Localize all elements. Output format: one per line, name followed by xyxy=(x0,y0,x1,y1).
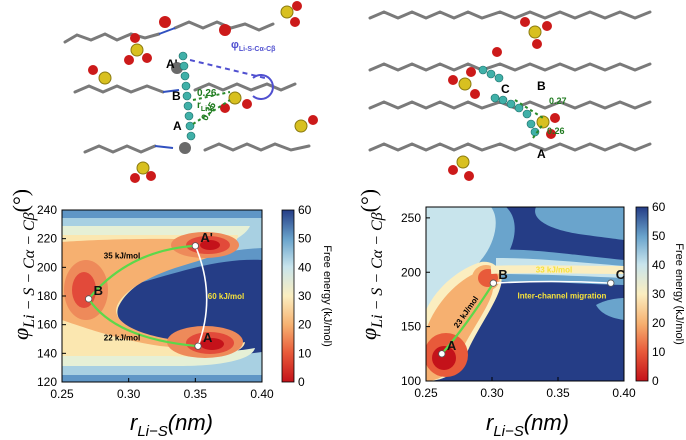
right-minimum-marker xyxy=(489,279,497,287)
left-ylabel-sub: Li − S − Cα − Cβ xyxy=(21,212,38,328)
distance-label-1: 0.26 xyxy=(197,88,217,99)
right-colorbar-tick: 0 xyxy=(652,374,659,388)
right-colorbar-tick: 60 xyxy=(652,200,666,214)
right-xtick-label: 0.25 xyxy=(414,386,438,400)
left-ytick-label: 160 xyxy=(37,318,57,332)
left-ytick-label: 120 xyxy=(37,375,57,389)
right-colorbar-tick: 40 xyxy=(652,258,666,272)
right-energy-annotation: Inter-channel migration xyxy=(518,291,607,300)
left-colorbar-tick: 10 xyxy=(298,346,312,360)
left-colorbar-tick: 0 xyxy=(298,375,305,389)
left-xlabel-unit: (nm) xyxy=(168,410,213,435)
left-xlabel-sub: Li−S xyxy=(137,423,167,440)
right-minimum-label: A xyxy=(447,338,457,353)
distance-name-sub: Li-S xyxy=(201,106,215,113)
svg-text:rLi-S: rLi-S xyxy=(197,100,214,113)
left-ytick-label: 240 xyxy=(37,203,57,217)
distance-label-right-2: 0.26 xyxy=(547,126,565,136)
angle-name-sub: Li-S-Cα-Cβ xyxy=(239,46,276,53)
left-colorbar-label: Free energy (kJ/mol) xyxy=(321,245,333,346)
right-colorbar-tick: 20 xyxy=(652,316,666,330)
left-minimum-marker xyxy=(194,342,202,350)
left-ylabel-unit: (°) xyxy=(8,190,33,212)
left-colorbar-tick: 60 xyxy=(298,203,312,217)
right-xlabel-sub: Li−S xyxy=(493,423,523,440)
site-label-b-right: B xyxy=(537,79,546,93)
left-direct-path xyxy=(194,245,208,347)
energy-surface-left xyxy=(62,210,262,382)
right-minimum-marker xyxy=(438,350,446,358)
left-minimum-label: A' xyxy=(200,230,212,245)
left-energy-annotation: 60 kJ/mol xyxy=(208,292,244,301)
energy-surface-right xyxy=(426,207,624,381)
svg-text:rLi−S(nm): rLi−S(nm) xyxy=(130,410,213,440)
right-ylabel-unit: (°) xyxy=(356,190,381,212)
svg-text:φLi − S − Cα − Cβ(°): φLi − S − Cα − Cβ(°) xyxy=(8,190,38,340)
right-xtick-label: 0.40 xyxy=(612,386,636,400)
right-colorbar-tick: 10 xyxy=(652,345,666,359)
left-xtick-label: 0.30 xyxy=(117,387,141,401)
left-xtick-label: 0.25 xyxy=(50,387,74,401)
molecular-view-left: A' B A 0.26 0.35 rLi-S φLi-S-Cα-Cβ xyxy=(63,1,318,183)
svg-text:rLi−S(nm): rLi−S(nm) xyxy=(486,410,569,440)
colorbar-right xyxy=(635,206,649,382)
svg-text:φLi-S-Cα-Cβ: φLi-S-Cα-Cβ xyxy=(231,39,276,53)
right-ytick-label: 250 xyxy=(401,211,421,225)
right-xtick-label: 0.35 xyxy=(546,386,570,400)
free-energy-map-left: A' B A 35 kJ/mol 22 kJ/mol 60 kJ/mol 120 140 16… xyxy=(8,190,333,440)
colorbar-left xyxy=(281,209,295,383)
left-colorbar-tick: 20 xyxy=(298,318,312,332)
right-colorbar-tick: 30 xyxy=(652,287,666,301)
left-minimum-marker xyxy=(85,295,93,303)
left-ytick-label: 220 xyxy=(37,232,57,246)
right-xlabel-main: r xyxy=(486,410,495,435)
site-label-b: B xyxy=(172,89,181,103)
left-ytick-label: 200 xyxy=(37,260,57,274)
left-energy-annotation: 22 kJ/mol xyxy=(104,333,140,342)
right-ylabel-main: φ xyxy=(356,328,381,340)
right-minimum-label: B xyxy=(498,267,507,282)
right-xtick-label: 0.30 xyxy=(480,386,504,400)
right-ytick-label: 200 xyxy=(401,265,421,279)
site-label-c: C xyxy=(501,82,510,96)
site-label-a: A xyxy=(173,119,182,133)
left-minimum-label: B xyxy=(94,283,103,298)
svg-text:φLi − S − Cα − Cβ(°): φLi − S − Cα − Cβ(°) xyxy=(356,190,386,340)
left-minimum-label: A xyxy=(203,330,213,345)
distance-label-right-1: 0.27 xyxy=(549,96,567,106)
left-xtick-label: 0.35 xyxy=(184,387,208,401)
left-energy-annotation: 35 kJ/mol xyxy=(104,252,140,261)
left-minimum-marker xyxy=(191,242,199,250)
left-colorbar-tick: 40 xyxy=(298,260,312,274)
right-migration-path xyxy=(441,282,495,355)
right-energy-annotation: 33 kJ/mol xyxy=(536,265,572,274)
left-ytick-label: 140 xyxy=(37,346,57,360)
right-xlabel-unit: (nm) xyxy=(524,410,569,435)
left-xlabel-main: r xyxy=(130,410,139,435)
right-colorbar-tick: 50 xyxy=(652,229,666,243)
distance-name: r xyxy=(197,100,201,111)
site-label-a-right: A xyxy=(537,147,546,161)
right-ylabel-sub: Li − S − Cα − Cβ xyxy=(369,212,386,328)
site-label-a-prime: A' xyxy=(166,57,178,71)
left-ytick-label: 180 xyxy=(37,289,57,303)
right-ytick-label: 100 xyxy=(401,374,421,388)
right-colorbar-label: Free energy (kJ/mol) xyxy=(673,243,685,344)
right-minimum-label: C xyxy=(616,267,626,282)
right-interchannel-path xyxy=(493,280,611,284)
molecular-view-right: C B A 0.27 0.26 xyxy=(368,10,652,181)
angle-name: φ xyxy=(231,39,239,51)
left-colorbar-tick: 30 xyxy=(298,289,312,303)
right-minimum-marker xyxy=(607,279,615,287)
left-colorbar-tick: 50 xyxy=(298,232,312,246)
right-ytick-label: 150 xyxy=(401,320,421,334)
left-ylabel-main: φ xyxy=(8,328,33,340)
left-xtick-label: 0.40 xyxy=(250,387,274,401)
